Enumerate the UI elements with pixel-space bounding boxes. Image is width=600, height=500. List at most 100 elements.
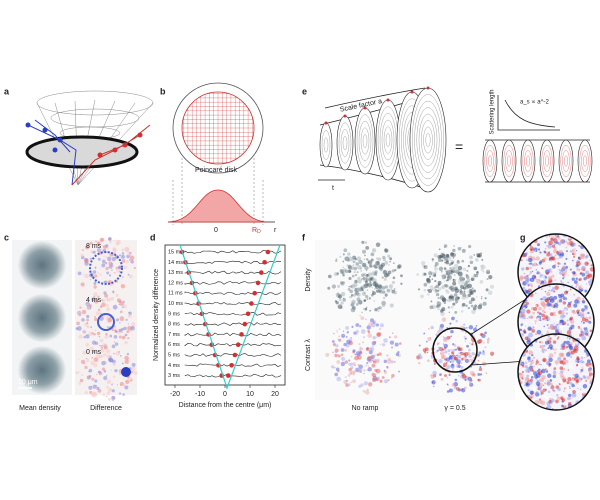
speckle [478, 367, 483, 372]
speckle [589, 384, 592, 386]
fit-line [179, 244, 281, 390]
speckle [470, 277, 475, 282]
speckle [129, 274, 133, 279]
panel-label: a [4, 86, 10, 96]
speckle [538, 268, 544, 273]
speckle [348, 276, 352, 281]
speckle [531, 270, 534, 273]
speckle [363, 381, 368, 386]
speckle [443, 280, 446, 282]
speckle [437, 297, 440, 300]
speckle [476, 253, 481, 258]
speckle [536, 274, 539, 277]
speckle [538, 306, 542, 311]
speckle [588, 281, 590, 283]
speckle [356, 271, 359, 274]
speckle [116, 318, 120, 322]
disk-ring [360, 127, 370, 155]
speckle [365, 352, 368, 355]
speckle [471, 309, 476, 315]
speckle [475, 258, 479, 262]
profile-line [184, 373, 282, 378]
speckle [557, 356, 562, 361]
speckle [422, 348, 427, 352]
speckle [559, 360, 563, 364]
speckle [442, 336, 445, 338]
speckle [535, 368, 538, 371]
speckle [556, 306, 558, 309]
time-label: 5 ms [168, 352, 180, 358]
speckle [537, 250, 540, 253]
speckle [551, 274, 555, 278]
speckle [564, 294, 568, 298]
speckle [341, 364, 343, 367]
speckle [127, 323, 129, 325]
speckle [566, 241, 571, 246]
speckle [416, 273, 420, 276]
speckle [580, 339, 583, 341]
speckle [106, 297, 111, 302]
speckle [97, 308, 101, 311]
speckle [331, 284, 337, 289]
time-label: 8 ms [168, 322, 180, 328]
speckle [574, 299, 579, 304]
speckle [582, 298, 584, 300]
speckle [529, 266, 532, 270]
speckle [393, 262, 395, 264]
speckle [88, 374, 92, 378]
speckle [113, 341, 116, 343]
speckle [350, 362, 354, 366]
speckle [423, 288, 427, 292]
speckle [344, 360, 349, 364]
speckle [572, 289, 576, 292]
speckle [430, 300, 433, 303]
speckle [374, 368, 378, 373]
speckle [367, 259, 370, 262]
speckle [434, 361, 437, 365]
speckle [119, 384, 122, 386]
speckle [469, 290, 474, 295]
speckle [563, 403, 567, 407]
speckle [89, 278, 92, 281]
speckle [366, 388, 369, 392]
speckle [558, 255, 562, 259]
speckle [525, 350, 528, 353]
disk-ring [486, 150, 494, 172]
speckle [572, 271, 576, 275]
speckle [588, 260, 593, 264]
speckle [516, 374, 517, 375]
speckle [353, 266, 358, 271]
speckle [572, 390, 576, 394]
speckle [424, 351, 427, 354]
speckle [573, 251, 576, 254]
speckle [446, 390, 450, 393]
axis-label: r [274, 227, 277, 234]
speckle [566, 323, 570, 326]
speckle [577, 256, 581, 259]
speckle [553, 295, 558, 300]
speckle [526, 307, 530, 310]
speckle [355, 351, 361, 356]
speckle [114, 368, 118, 373]
profile-line [184, 322, 282, 326]
speckle [582, 260, 585, 263]
annotation: Poincaré disk [195, 167, 238, 174]
speckle [549, 307, 554, 312]
speckle [372, 282, 377, 287]
speckle [569, 337, 571, 340]
speckle [544, 298, 549, 303]
speckle [448, 373, 451, 377]
speckle [378, 327, 382, 331]
disk-ring [562, 150, 570, 172]
speckle [354, 258, 357, 261]
speckle [529, 277, 535, 283]
speckle [460, 362, 463, 365]
speckle [394, 361, 396, 363]
speckle [471, 351, 475, 356]
speckle [537, 330, 541, 334]
speckle [88, 385, 93, 390]
speckle [365, 364, 368, 366]
speckle [106, 379, 112, 385]
speckle [368, 350, 373, 355]
speckle [582, 384, 588, 389]
